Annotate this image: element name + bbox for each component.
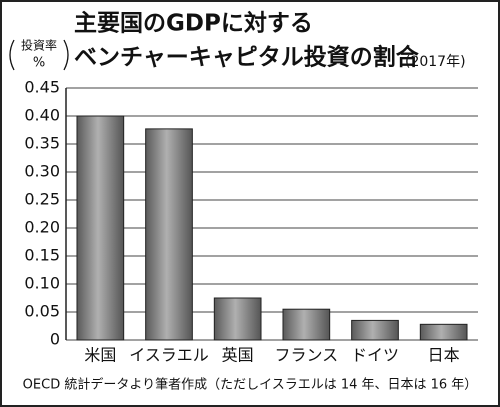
x-tick-label: 英国: [222, 346, 254, 365]
y-axis-unit: %: [33, 56, 45, 71]
bar: [419, 323, 468, 341]
x-tick-label: ドイツ: [351, 346, 399, 365]
x-tick-label: 米国: [84, 346, 116, 365]
y-tick-label: 0.35: [24, 134, 60, 153]
paren: [9, 39, 15, 71]
annotation: (2017年): [405, 54, 466, 70]
y-tick-label: 0.25: [24, 190, 60, 209]
y-tick-label: 0.05: [24, 302, 60, 321]
chart-title: 主要国のGDPに対する: [74, 11, 313, 37]
bar: [213, 297, 262, 341]
paren: [63, 39, 69, 71]
y-tick-label: 0.45: [24, 78, 60, 97]
y-tick-label: 0.30: [24, 162, 60, 181]
x-tick-label: 日本: [428, 346, 460, 365]
bar: [145, 128, 193, 341]
x-tick-label: フランス: [274, 346, 338, 365]
x-tick-label: イスラエル: [129, 346, 209, 365]
bar: [282, 308, 331, 341]
y-tick-label: 0.40: [24, 106, 60, 125]
y-axis-label: 投資率: [21, 38, 57, 53]
y-tick-label: 0.20: [24, 218, 60, 237]
chart-subtitle: ベンチャーキャピタル投資の割合: [74, 44, 420, 71]
bar: [76, 115, 125, 341]
y-tick-label: 0.10: [24, 274, 60, 293]
y-tick-label: 0.15: [24, 246, 60, 265]
y-tick-label: 0: [50, 330, 60, 349]
source-note: OECD 統計データより筆者作成（ただしイスラエルは 14 年、日本は 16 年…: [23, 377, 478, 393]
bar: [351, 319, 399, 341]
